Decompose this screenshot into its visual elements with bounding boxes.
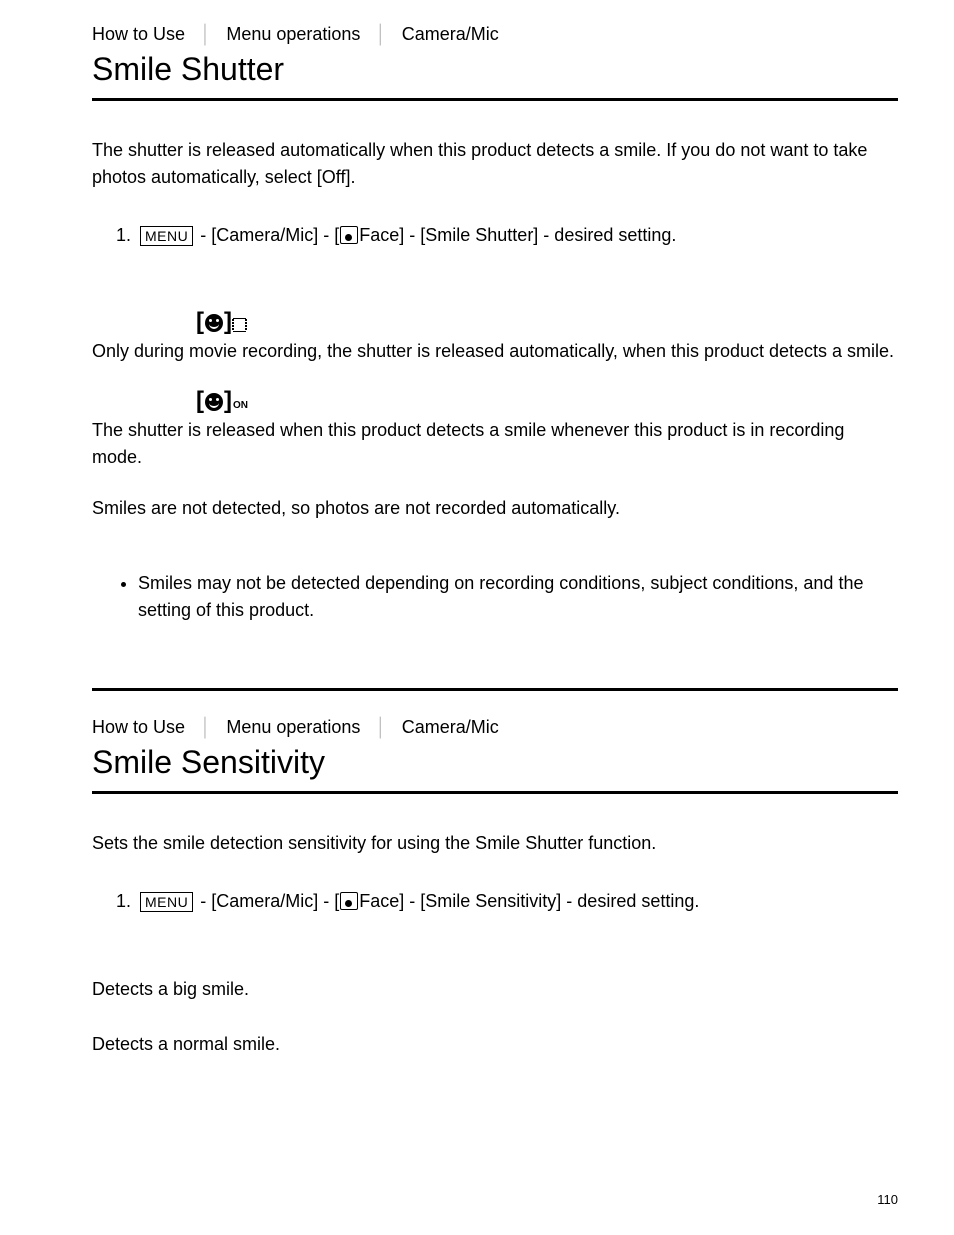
smile-shutter-on-icon: [ ] ON: [196, 389, 248, 413]
option-description: Detects a big smile.: [92, 976, 898, 1003]
breadcrumb-separator: │: [190, 717, 221, 737]
divider: [92, 98, 898, 101]
procedure-step: MENU - [Camera/Mic] - [ Face] - [Smile Se…: [136, 887, 898, 916]
section-divider: [92, 688, 898, 691]
note-item: Smiles may not be detected depending on …: [138, 570, 898, 624]
breadcrumb-item: Camera/Mic: [402, 24, 499, 44]
step-text: Face] - [Smile Shutter] - desired settin…: [359, 225, 676, 245]
face-icon: [340, 892, 358, 910]
breadcrumb-separator: │: [190, 24, 221, 44]
menu-button-icon: MENU: [140, 892, 193, 912]
breadcrumb-item: How to Use: [92, 717, 185, 737]
procedure-step: MENU - [Camera/Mic] - [ Face] - [Smile Sh…: [136, 221, 898, 250]
filmstrip-icon: [233, 318, 246, 332]
option-description: The shutter is released when this produc…: [92, 417, 898, 471]
breadcrumb-separator: │: [365, 24, 396, 44]
divider: [92, 791, 898, 794]
smile-shutter-movie-icon: [ ]: [196, 310, 246, 334]
intro-paragraph: Sets the smile detection sensitivity for…: [92, 830, 898, 857]
breadcrumb-item: Menu operations: [226, 24, 360, 44]
step-text: - [Camera/Mic] - [: [195, 891, 339, 911]
breadcrumb-separator: │: [365, 717, 396, 737]
intro-paragraph: The shutter is released automatically wh…: [92, 137, 898, 191]
breadcrumb: How to Use │ Menu operations │ Camera/Mi…: [92, 24, 898, 45]
procedure-list: MENU - [Camera/Mic] - [ Face] - [Smile Sh…: [98, 221, 898, 250]
face-icon: [340, 226, 358, 244]
option-description: Only during movie recording, the shutter…: [92, 338, 898, 365]
menu-button-icon: MENU: [140, 226, 193, 246]
option-icon-row: [ ] ON: [196, 389, 898, 413]
procedure-list: MENU - [Camera/Mic] - [ Face] - [Smile Se…: [98, 887, 898, 916]
breadcrumb-item: How to Use: [92, 24, 185, 44]
step-text: Face] - [Smile Sensitivity] - desired se…: [359, 891, 699, 911]
page-title: Smile Sensitivity: [92, 744, 898, 781]
notes-list: Smiles may not be detected depending on …: [116, 570, 898, 624]
breadcrumb-item: Camera/Mic: [402, 717, 499, 737]
option-description: Smiles are not detected, so photos are n…: [92, 495, 898, 522]
manual-page: How to Use │ Menu operations │ Camera/Mi…: [0, 0, 954, 1235]
page-title: Smile Shutter: [92, 51, 898, 88]
breadcrumb: How to Use │ Menu operations │ Camera/Mi…: [92, 717, 898, 738]
page-number: 110: [877, 1192, 898, 1207]
option-icon-row: [ ]: [196, 310, 898, 334]
step-text: - [Camera/Mic] - [: [195, 225, 339, 245]
breadcrumb-item: Menu operations: [226, 717, 360, 737]
on-sub-label: ON: [233, 400, 248, 411]
option-description: Detects a normal smile.: [92, 1031, 898, 1058]
